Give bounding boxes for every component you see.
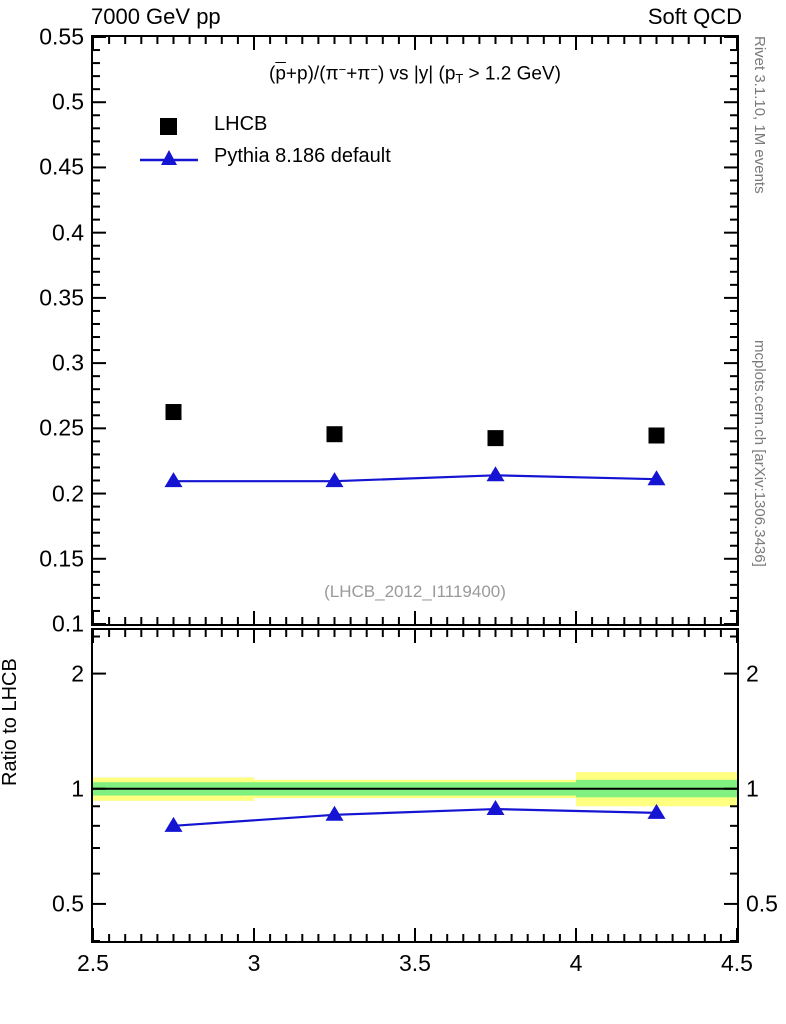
data-marker-triangle xyxy=(164,472,183,488)
xtick-label: 2.5 xyxy=(77,950,109,976)
main-ytick-label: 0.15 xyxy=(39,545,84,572)
ratio-series-line-0 xyxy=(173,807,657,827)
xtick-label: 4 xyxy=(569,950,583,976)
data-marker-square xyxy=(165,404,182,421)
ratio-ytick-label: 0.5 xyxy=(52,890,84,917)
ratio-ytick-label-right: 1 xyxy=(746,775,759,802)
main-ytick-label: 0.4 xyxy=(52,219,84,246)
mcplots-source-caption: mcplots.cern.ch [arXiv:1306.3436] xyxy=(751,340,768,567)
ratio-plot-svg xyxy=(93,772,737,832)
main-ytick-label: 0.25 xyxy=(39,414,84,441)
main-ytick-label: 0.35 xyxy=(39,284,84,311)
ratio-ytick-label-right: 0.5 xyxy=(746,890,778,917)
ratio-data-marker-triangle xyxy=(325,805,344,821)
data-marker-triangle xyxy=(647,470,666,486)
legend-label-lhcb: LHCB xyxy=(214,113,268,135)
ratio-plot-panel xyxy=(91,628,739,943)
main-ytick-label: 0.1 xyxy=(52,610,84,637)
xtick-label: 3 xyxy=(247,950,261,976)
data-marker-square xyxy=(326,426,343,443)
header-process-label: Soft QCD xyxy=(647,4,742,29)
ratio-ytick-label-right: 2 xyxy=(746,660,759,687)
ratio-data-marker-triangle xyxy=(486,800,505,816)
header-beam-label: 7000 GeV pp xyxy=(91,4,221,29)
ratio-data-marker-triangle xyxy=(647,803,666,819)
main-plot-panel xyxy=(91,35,739,626)
ratio-ytick-label: 2 xyxy=(71,660,84,687)
ratio-data-marker-triangle xyxy=(164,816,183,832)
data-marker-triangle xyxy=(486,466,505,482)
ratio-ytick-label: 1 xyxy=(71,775,84,802)
main-ytick-label: 0.2 xyxy=(52,480,84,507)
main-ytick-label: 0.5 xyxy=(52,88,84,115)
data-marker-triangle xyxy=(325,472,344,488)
analysis-id-watermark: (LHCB_2012_I1119400) xyxy=(324,582,506,601)
main-ytick-label: 0.55 xyxy=(39,23,84,50)
data-marker-square xyxy=(487,430,504,447)
legend-marker-triangle-line-icon xyxy=(138,142,200,174)
legend-marker-square-icon xyxy=(138,110,200,142)
data-marker-square xyxy=(648,427,665,444)
rivet-version-caption: Rivet 3.1.10, 1M events xyxy=(751,36,768,194)
series-line-1 xyxy=(173,474,657,483)
main-ytick-label: 0.3 xyxy=(52,349,84,376)
main-plot-svg xyxy=(164,404,666,488)
xtick-label: 3.5 xyxy=(399,950,431,976)
legend-label-pythia: Pythia 8.186 default xyxy=(214,145,391,167)
plot-title: (p+p)/(π−+π−) vs |y| (pT > 1.2 GeV) xyxy=(269,62,561,87)
xtick-label: 4.5 xyxy=(721,950,753,976)
main-ytick-label: 0.45 xyxy=(39,153,84,180)
